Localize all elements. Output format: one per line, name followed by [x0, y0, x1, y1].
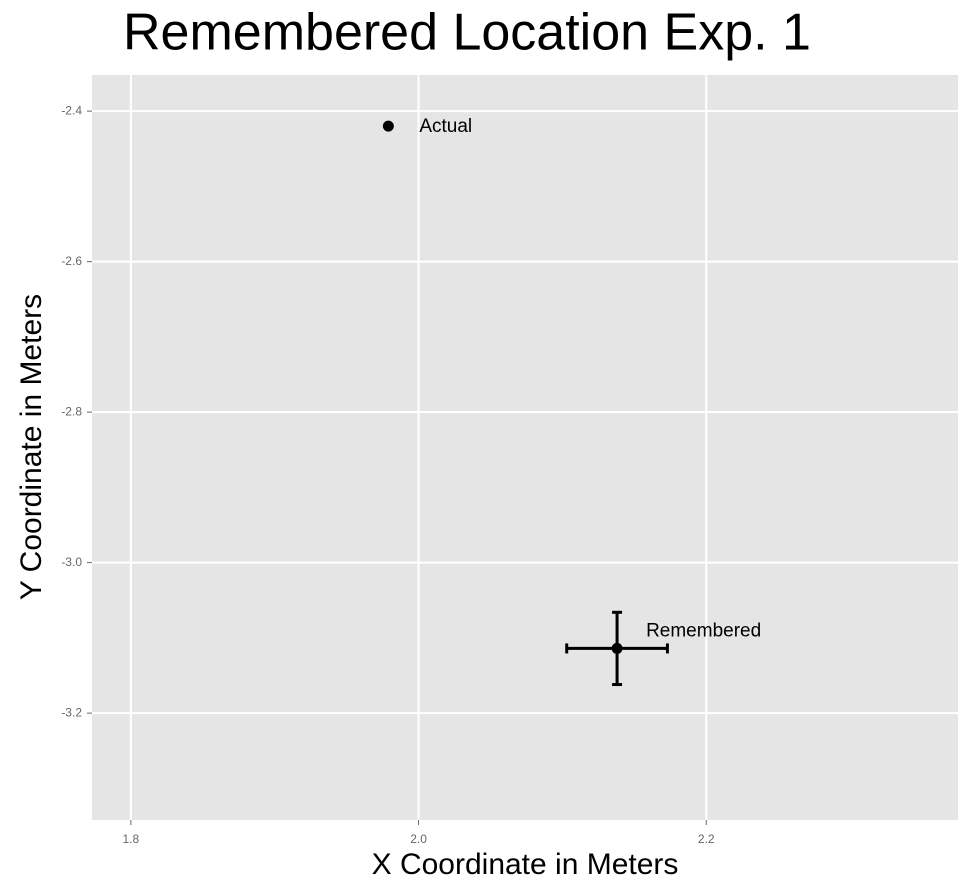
x-tick-label: 2.2 — [698, 832, 715, 846]
point — [611, 642, 623, 654]
y-tick-label: -3.0 — [61, 555, 82, 569]
chart-title: Remembered Location Exp. 1 — [123, 4, 811, 62]
plot-panel — [92, 75, 958, 820]
y-axis-label: Y Coordinate in Meters — [15, 294, 48, 600]
x-tick-label: 1.8 — [122, 832, 139, 846]
x-axis-label: X Coordinate in Meters — [372, 848, 679, 881]
point-label: Remembered — [646, 620, 761, 641]
y-tick-label: -2.4 — [61, 103, 82, 117]
point — [382, 120, 394, 132]
point-label: Actual — [419, 116, 472, 137]
y-tick-label: -2.8 — [61, 404, 82, 418]
x-tick-label: 2.0 — [410, 832, 427, 846]
y-tick-label: -2.6 — [61, 254, 82, 268]
y-tick-label: -3.2 — [61, 705, 82, 719]
